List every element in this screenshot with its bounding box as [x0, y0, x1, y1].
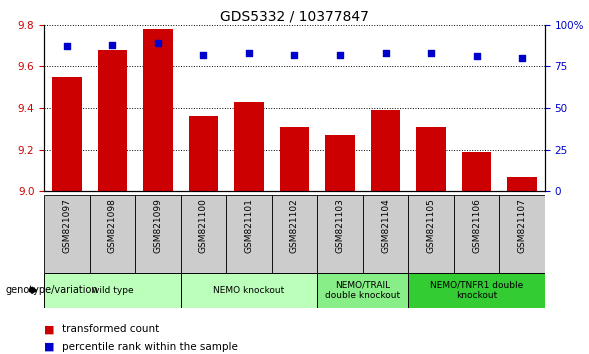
Point	[426, 50, 436, 56]
Bar	[234, 102, 264, 191]
Bar	[317, 195, 363, 273]
Point	[517, 55, 527, 61]
Text: GSM821098: GSM821098	[108, 199, 117, 253]
Text: GSM821106: GSM821106	[472, 199, 481, 253]
Bar	[363, 195, 408, 273]
Text: GSM821099: GSM821099	[154, 199, 163, 253]
Point	[472, 53, 481, 59]
Bar	[90, 195, 135, 273]
Point	[381, 50, 391, 56]
Point	[198, 52, 208, 58]
Bar	[507, 177, 537, 191]
Text: NEMO/TRAIL
double knockout: NEMO/TRAIL double knockout	[325, 281, 401, 300]
Bar	[370, 110, 401, 191]
Text: GSM821103: GSM821103	[336, 199, 345, 253]
Bar	[98, 50, 127, 191]
Text: transformed count: transformed count	[62, 324, 159, 334]
Bar	[272, 195, 317, 273]
Text: GSM821097: GSM821097	[62, 199, 71, 253]
Text: GSM821102: GSM821102	[290, 199, 299, 253]
FancyArrow shape	[29, 287, 37, 293]
Text: GSM821101: GSM821101	[244, 199, 253, 253]
Text: GSM821100: GSM821100	[199, 199, 208, 253]
Point	[62, 44, 72, 49]
Bar	[44, 273, 181, 308]
Bar	[181, 273, 317, 308]
Text: NEMO/TNFR1 double
knockout: NEMO/TNFR1 double knockout	[430, 281, 523, 300]
Point	[153, 40, 163, 46]
Text: wild type: wild type	[92, 286, 133, 295]
Bar	[143, 29, 173, 191]
Bar	[454, 195, 499, 273]
Text: ■: ■	[44, 324, 55, 334]
Bar	[416, 127, 446, 191]
Title: GDS5332 / 10377847: GDS5332 / 10377847	[220, 10, 369, 24]
Point	[290, 52, 299, 58]
Bar	[44, 195, 90, 273]
Bar	[408, 195, 454, 273]
Point	[108, 42, 117, 47]
Bar	[408, 273, 545, 308]
Bar	[499, 195, 545, 273]
Text: genotype/variation: genotype/variation	[6, 285, 98, 295]
Text: NEMO knockout: NEMO knockout	[213, 286, 284, 295]
Bar	[325, 135, 355, 191]
Bar	[317, 273, 408, 308]
Text: ■: ■	[44, 342, 55, 352]
Point	[244, 50, 254, 56]
Point	[335, 52, 345, 58]
Text: GSM821105: GSM821105	[426, 199, 435, 253]
Bar	[188, 116, 219, 191]
Text: GSM821107: GSM821107	[518, 199, 527, 253]
Bar	[181, 195, 226, 273]
Text: GSM821104: GSM821104	[381, 199, 390, 253]
Bar	[226, 195, 272, 273]
Bar	[280, 127, 309, 191]
Bar	[462, 152, 491, 191]
Bar	[135, 195, 181, 273]
Text: percentile rank within the sample: percentile rank within the sample	[62, 342, 238, 352]
Bar	[52, 77, 82, 191]
